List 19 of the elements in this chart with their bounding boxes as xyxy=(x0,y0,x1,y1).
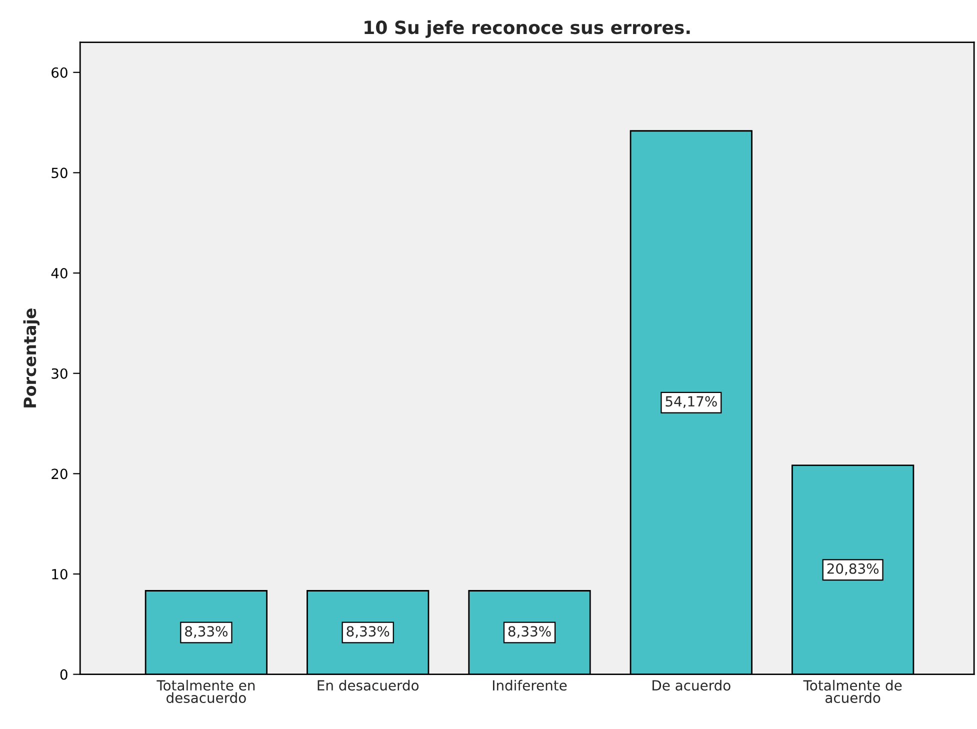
data-label: 20,83% xyxy=(827,563,879,576)
data-label: 8,33% xyxy=(185,626,228,638)
y-tick-label: 30 xyxy=(52,368,68,379)
x-tick-label: Totalmente de acuerdo xyxy=(803,680,902,704)
data-label: 8,33% xyxy=(346,626,390,638)
x-tick-label: De acuerdo xyxy=(652,680,730,691)
x-tick-label: En desacuerdo xyxy=(318,680,419,691)
data-label: 54,17% xyxy=(666,396,717,408)
chart-title: 10 Su jefe reconoce sus errores. xyxy=(364,20,690,38)
y-tick-label: 50 xyxy=(52,168,68,178)
x-tick-label: Totalmente en desacuerdo xyxy=(156,680,255,704)
y-tick-label: 40 xyxy=(51,268,68,278)
y-axis-title: Porcentaje xyxy=(23,308,40,408)
data-label: 8,33% xyxy=(508,626,551,638)
y-tick-label: 0 xyxy=(60,669,68,680)
y-tick-label: 60 xyxy=(52,67,68,78)
y-tick-label: 20 xyxy=(52,468,68,480)
y-tick-label: 10 xyxy=(52,568,68,580)
x-tick-label: Indiferente xyxy=(493,680,567,691)
